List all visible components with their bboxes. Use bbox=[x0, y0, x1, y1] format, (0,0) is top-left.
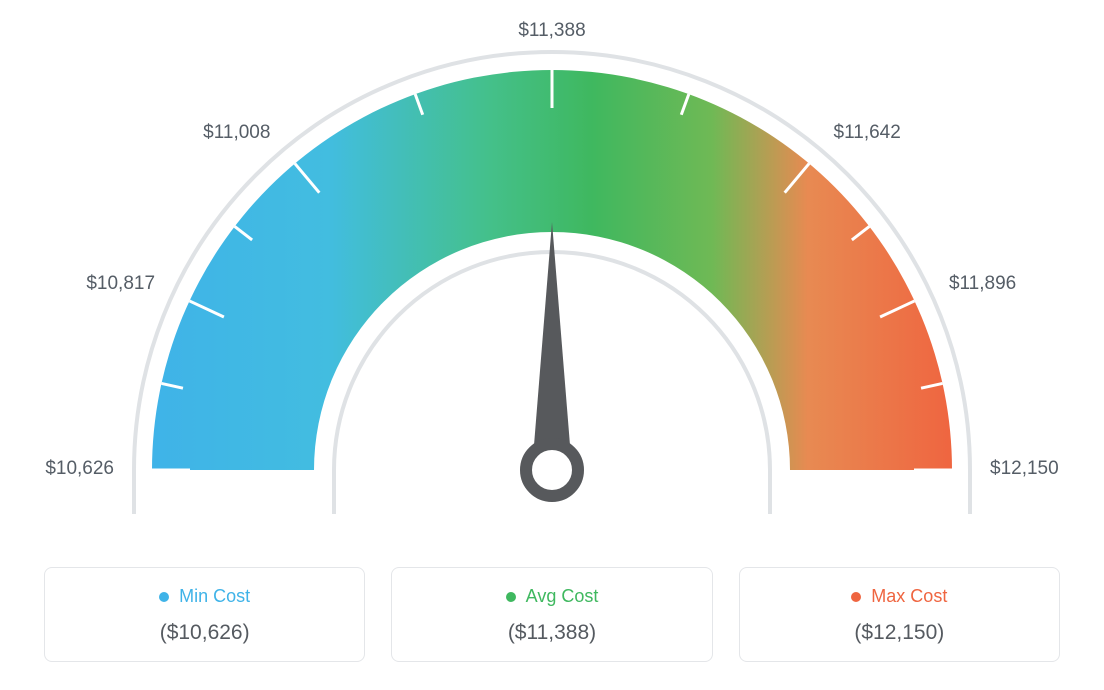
avg-cost-card: Avg Cost ($11,388) bbox=[391, 567, 712, 662]
min-cost-card: Min Cost ($10,626) bbox=[44, 567, 365, 662]
gauge-chart: $10,626$10,817$11,008$11,388$11,642$11,8… bbox=[52, 30, 1052, 530]
avg-value: ($11,388) bbox=[392, 621, 711, 645]
tick-label: $10,817 bbox=[75, 273, 155, 295]
avg-label: Avg Cost bbox=[526, 586, 599, 607]
tick-label: $10,626 bbox=[34, 458, 114, 480]
avg-dot bbox=[506, 592, 516, 602]
max-cost-card: Max Cost ($12,150) bbox=[739, 567, 1060, 662]
tick-label: $12,150 bbox=[990, 458, 1059, 480]
tick-label: $11,008 bbox=[190, 122, 270, 144]
tick-label: $11,642 bbox=[834, 122, 901, 144]
legend-cards: Min Cost ($10,626) Avg Cost ($11,388) Ma… bbox=[44, 567, 1060, 662]
max-value: ($12,150) bbox=[740, 621, 1059, 645]
min-label: Min Cost bbox=[179, 586, 250, 607]
min-value: ($10,626) bbox=[45, 621, 364, 645]
tick-label: $11,896 bbox=[949, 273, 1016, 295]
max-dot bbox=[851, 592, 861, 602]
max-label: Max Cost bbox=[871, 586, 947, 607]
gauge-svg bbox=[52, 30, 1052, 550]
tick-label: $11,388 bbox=[512, 20, 592, 42]
min-dot bbox=[159, 592, 169, 602]
